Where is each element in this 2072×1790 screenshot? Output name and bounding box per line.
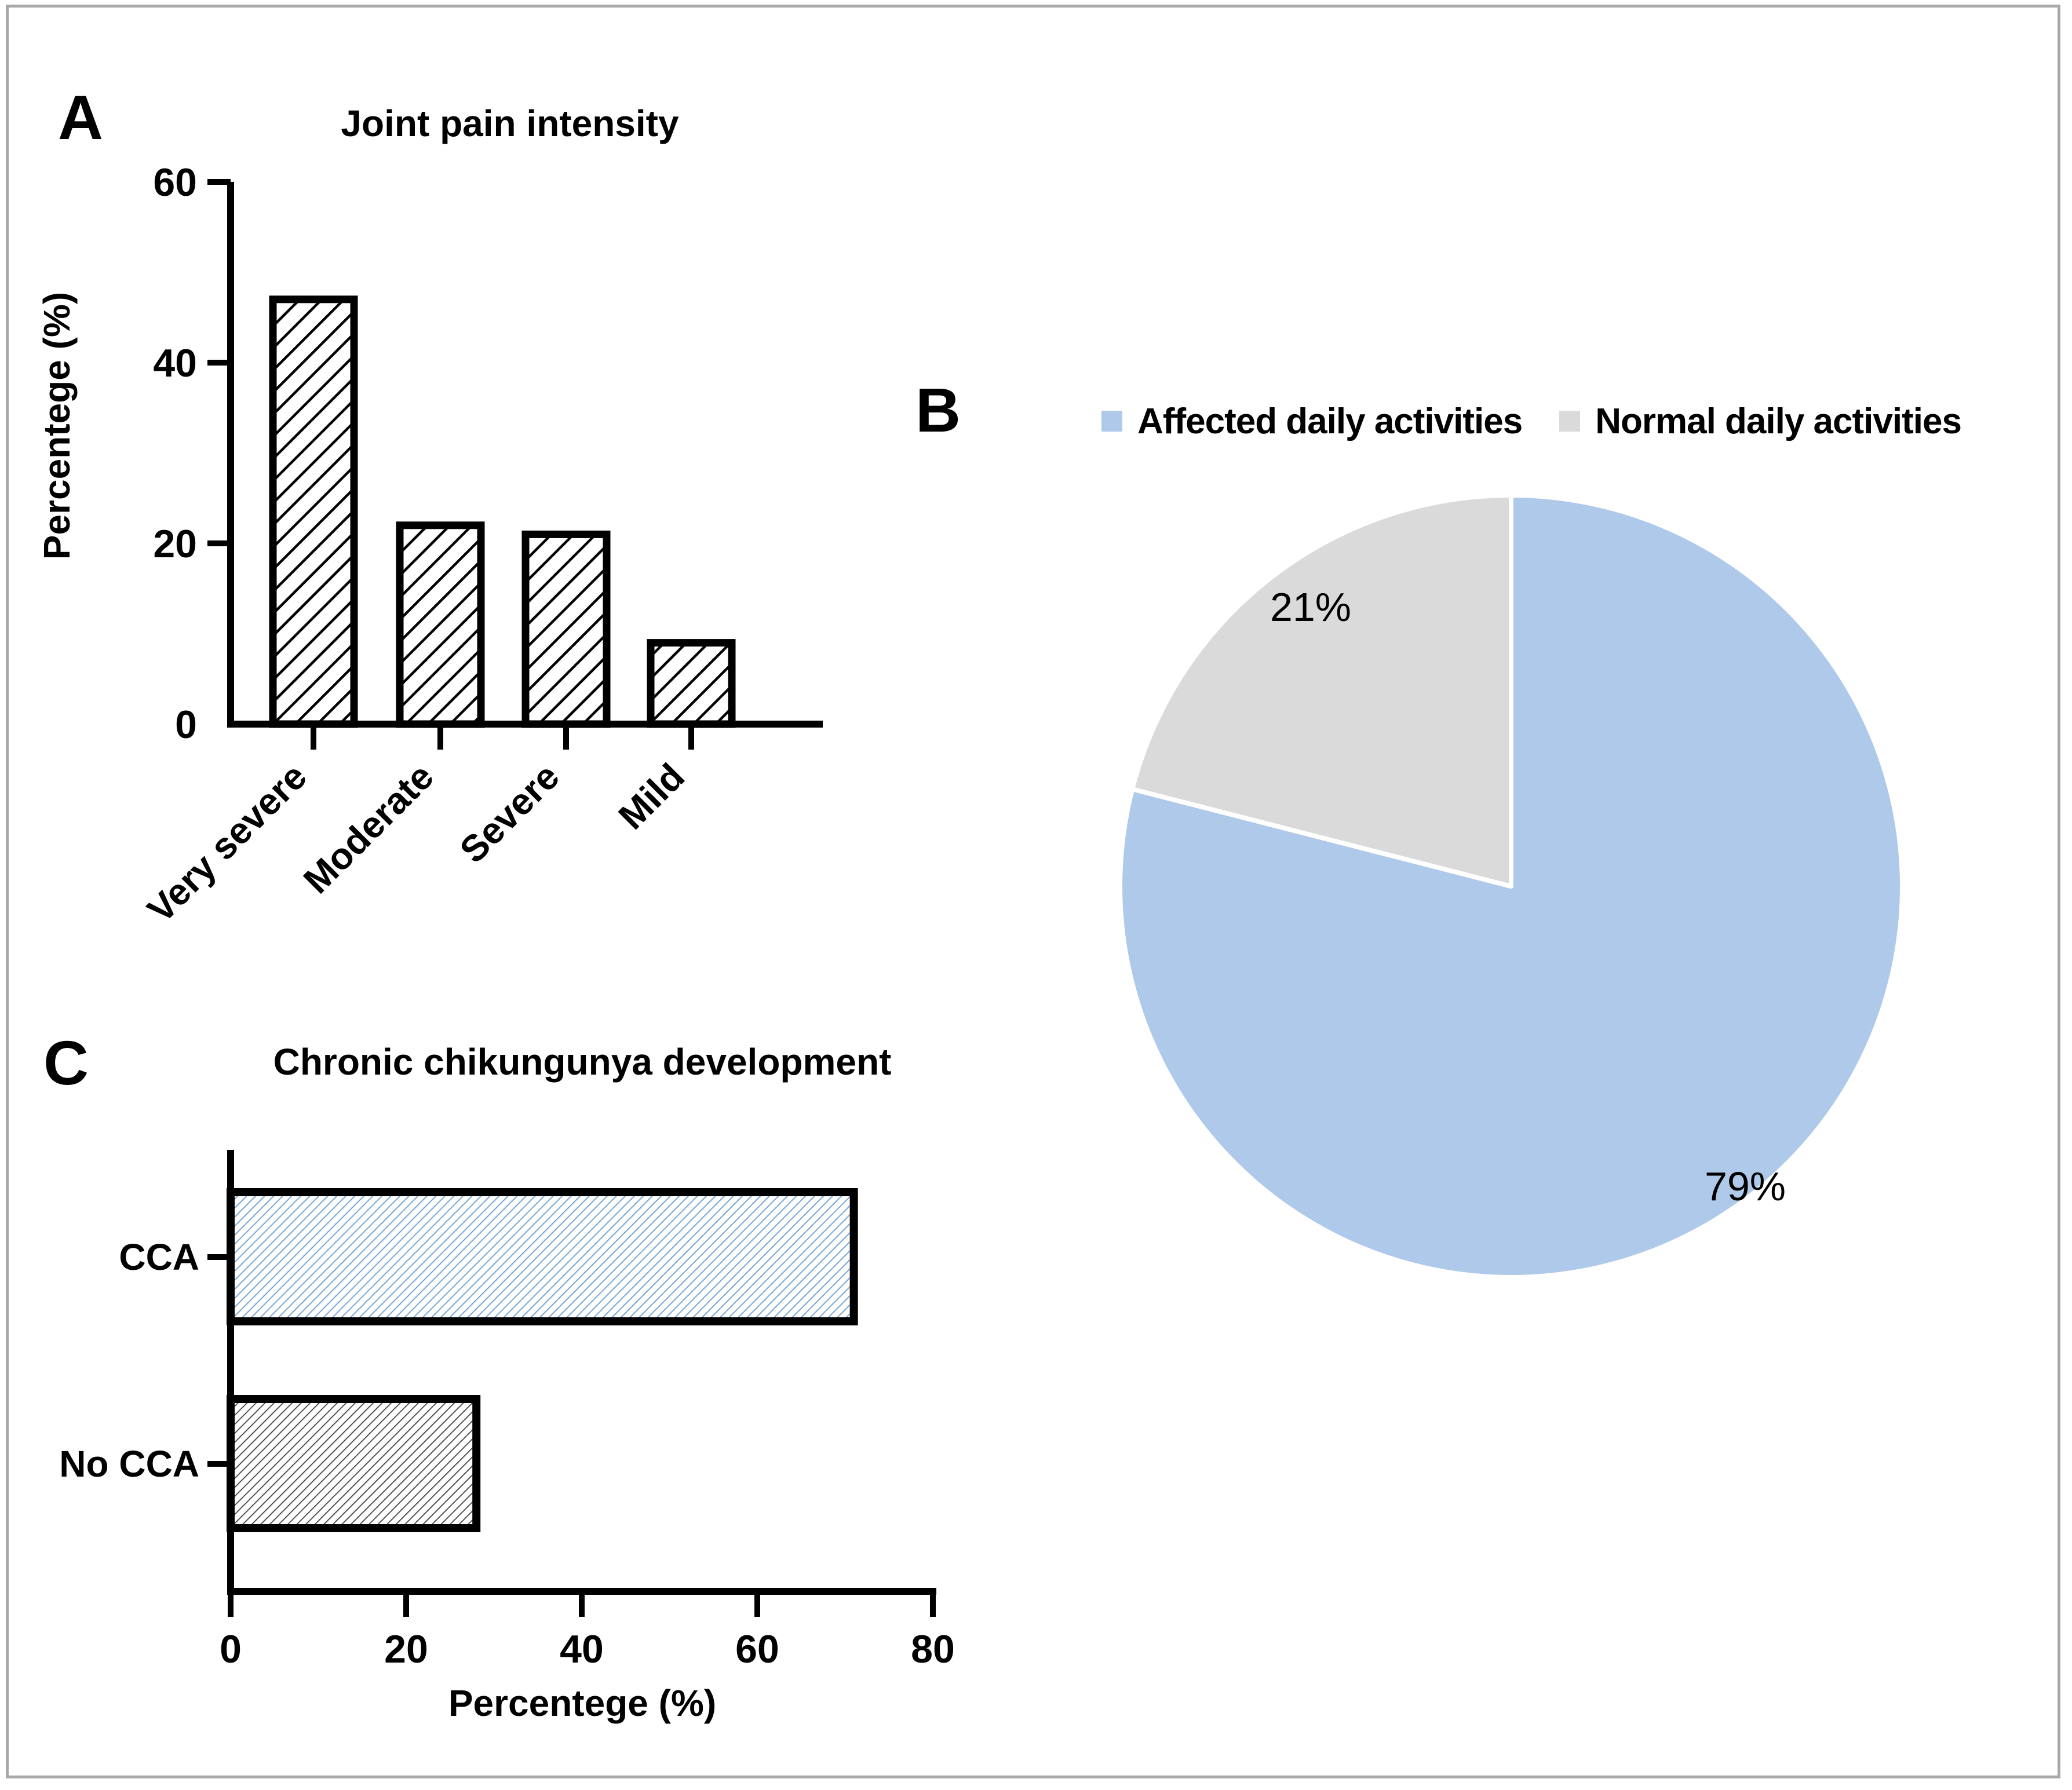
- panel-c-xtick-label-80: 80: [911, 1627, 955, 1671]
- panel-c-title: Chronic chikungunya development: [273, 1041, 892, 1083]
- pie-slice-1: [1130, 493, 1513, 889]
- panel-a-ytick-label-60: 60: [153, 160, 197, 204]
- panel-a-cat-very-severe: Very severe: [139, 755, 315, 931]
- panel-a-bar-3: [647, 639, 736, 728]
- panel-a-bar-1: [396, 521, 485, 728]
- panel-a-cat-severe: Severe: [452, 755, 567, 871]
- legend-swatch-normal-icon: [1559, 411, 1581, 432]
- legend-item-normal: Normal daily activities: [1559, 401, 1962, 442]
- panel-c-letter: C: [43, 1028, 89, 1098]
- pie-label-21: 21%: [1270, 585, 1351, 630]
- legend-label-normal: Normal daily activities: [1595, 401, 1962, 441]
- panel-a-cat-moderate: Moderate: [296, 755, 442, 901]
- pie-label-79: 79%: [1705, 1164, 1786, 1209]
- panel-c-xtick-label-60: 60: [735, 1627, 779, 1671]
- panel-c-bars: [227, 1188, 858, 1532]
- panel-b-letter: B: [915, 375, 961, 445]
- panel-c: C Chronic chikungunya development CCA No…: [43, 1028, 955, 1724]
- panel-c-bar-1: [227, 1395, 481, 1532]
- panel-a-letter: A: [58, 82, 103, 152]
- panel-c-x-axis-title: Percentege (%): [448, 1682, 716, 1724]
- pie-chart: [1118, 493, 1905, 1280]
- panel-c-xtick-label-20: 20: [384, 1627, 428, 1671]
- panel-a: A Joint pain intensity 0 20 40 60 Very s…: [36, 82, 823, 931]
- panel-a-bar-0: [269, 295, 358, 728]
- legend-label-affected: Affected daily activities: [1137, 401, 1523, 441]
- panel-c-xtick-label-40: 40: [560, 1627, 604, 1671]
- panel-c-cat-nocca: No CCA: [59, 1443, 199, 1485]
- legend-swatch-affected-icon: [1101, 411, 1123, 432]
- panel-a-bar-2: [521, 530, 611, 728]
- panel-a-cat-mild: Mild: [611, 755, 692, 837]
- panel-c-cat-cca: CCA: [119, 1236, 199, 1278]
- panel-a-ytick-label-20: 20: [153, 522, 197, 566]
- panel-a-bars: [269, 295, 736, 728]
- panel-a-ytick-label-40: 40: [153, 341, 197, 385]
- pie-legend: Affected daily activities Normal daily a…: [991, 389, 2072, 453]
- panel-b: B 21% 79%: [915, 375, 1905, 1280]
- legend-item-affected: Affected daily activities: [1101, 401, 1523, 442]
- panel-a-title: Joint pain intensity: [341, 103, 679, 144]
- panel-c-bar-0: [227, 1188, 858, 1325]
- panel-c-xtick-label-0: 0: [220, 1627, 242, 1671]
- panel-a-ytick-label-0: 0: [175, 703, 197, 747]
- panel-a-y-axis-title: Percentege (%): [36, 292, 78, 560]
